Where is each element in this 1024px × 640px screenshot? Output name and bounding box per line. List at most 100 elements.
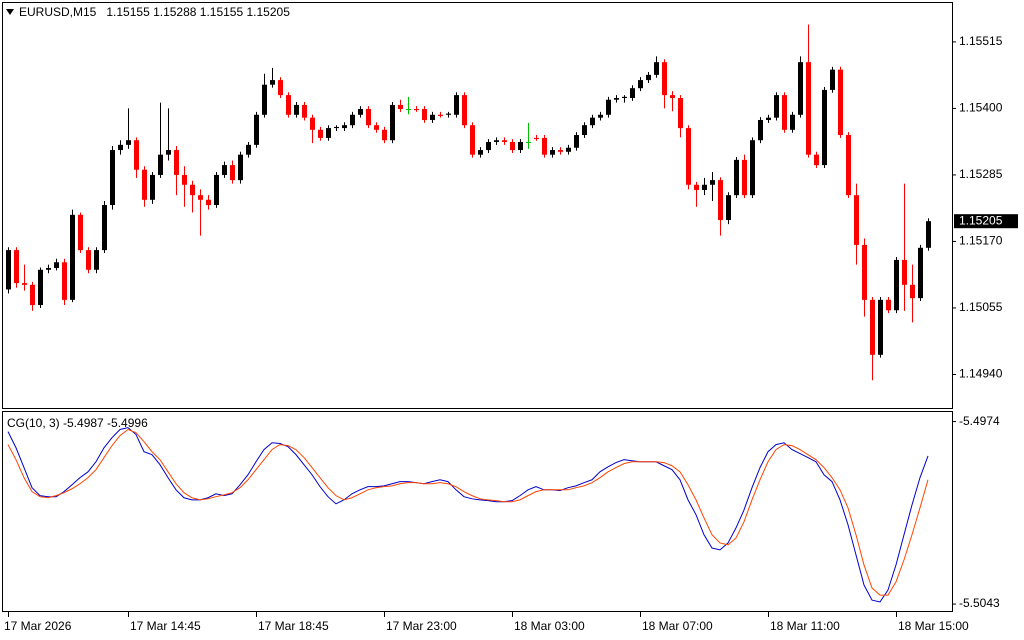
candle-body (110, 150, 115, 205)
candle-body (542, 137, 547, 155)
candle-body (462, 95, 467, 126)
symbol: EURUSD,M15 (19, 5, 97, 19)
candle-body (190, 184, 195, 196)
candle-body (630, 88, 635, 99)
x-tick-label: 18 Mar 03:00 (514, 619, 585, 633)
candle-body (550, 150, 555, 155)
candle-body (830, 69, 835, 90)
candle-body (438, 114, 443, 116)
candle-body (38, 269, 43, 306)
candle-body (198, 195, 203, 200)
candle-body (918, 247, 923, 299)
y-tick-label: -5.5043 (959, 596, 1000, 610)
candle-body (814, 154, 819, 166)
candle-body (798, 62, 803, 115)
candle-body (886, 299, 891, 311)
x-tick-label: 17 Mar 14:45 (130, 619, 201, 633)
candle-body (926, 221, 931, 248)
y-tick-label: 1.15515 (959, 34, 1003, 48)
candle-body (582, 125, 587, 136)
candle-body (446, 113, 451, 115)
candle-body (638, 80, 643, 89)
candle-body (902, 259, 907, 285)
candle-body (262, 84, 267, 115)
candle-body (702, 184, 707, 190)
candle-body (686, 128, 691, 185)
candle-body (134, 140, 139, 170)
candle-body (158, 154, 163, 175)
candle-body (102, 205, 107, 251)
candle-body (422, 108, 427, 120)
candle-body (358, 108, 363, 115)
candle-body (526, 141, 531, 143)
candle-body (486, 141, 491, 151)
candle-body (622, 96, 627, 99)
candle-body (502, 140, 507, 142)
y-tick-label: 1.14940 (959, 367, 1003, 381)
candle-body (750, 140, 755, 196)
candle-body (790, 114, 795, 130)
candle-body (454, 95, 459, 115)
y-tick-label: 1.15055 (959, 300, 1003, 314)
candle-body (614, 98, 619, 100)
candle-body (806, 62, 811, 155)
y-tick-label: 1.15400 (959, 101, 1003, 115)
candle-body (206, 199, 211, 205)
candle-body (566, 147, 571, 152)
candle-body (214, 174, 219, 205)
candle-body (478, 150, 483, 155)
candle-body (30, 284, 35, 306)
candle-body (854, 195, 859, 245)
candle-body (126, 140, 131, 145)
candle-body (606, 99, 611, 115)
candle-body (270, 80, 275, 85)
indicator-title: CG(10, 3) -5.4987 -5.4996 (7, 416, 148, 430)
candle-body (694, 184, 699, 190)
candle-body (726, 195, 731, 221)
candle-body (246, 144, 251, 155)
last-price-label: 1.15205 (959, 213, 1003, 227)
candle-body (870, 299, 875, 355)
x-tick-label: 17 Mar 23:00 (386, 619, 457, 633)
candle-body (470, 125, 475, 155)
candle-body (278, 80, 283, 96)
candle-body (334, 126, 339, 129)
candle-body (382, 129, 387, 141)
candle-body (782, 95, 787, 130)
candle-body (742, 159, 747, 196)
candle-body (406, 108, 411, 110)
ohlc: 1.15155 1.15288 1.15155 1.15205 (106, 5, 290, 19)
candle-body (414, 108, 419, 111)
candle-body (46, 268, 51, 270)
indicator-line (7, 428, 929, 596)
candle-body (390, 104, 395, 141)
menu-arrow[interactable] (6, 9, 14, 15)
y-tick-label: 1.15170 (959, 234, 1003, 248)
x-tick-label: 17 Mar 2026 (4, 619, 72, 633)
candle-body (574, 135, 579, 148)
candle-body (182, 174, 187, 185)
x-tick-label: 17 Mar 18:45 (258, 619, 329, 633)
candle-body (230, 165, 235, 181)
candle-body (734, 159, 739, 196)
x-tick-label: 18 Mar 11:00 (770, 619, 840, 633)
candle-body (302, 104, 307, 118)
candle-body (94, 250, 99, 270)
candle-body (510, 141, 515, 151)
candle-body (150, 174, 155, 200)
indicator-panel (2, 411, 953, 612)
candle-body (822, 89, 827, 166)
candle-body (78, 214, 83, 251)
candle-body (254, 114, 259, 145)
candle-body (910, 284, 915, 299)
candle-body (590, 117, 595, 126)
candle-body (838, 69, 843, 136)
candle-body (166, 150, 171, 155)
candle-body (774, 95, 779, 118)
candle-body (374, 125, 379, 130)
candle-body (70, 214, 75, 300)
candle-body (846, 135, 851, 196)
x-tick-label: 18 Mar 07:00 (642, 619, 713, 633)
